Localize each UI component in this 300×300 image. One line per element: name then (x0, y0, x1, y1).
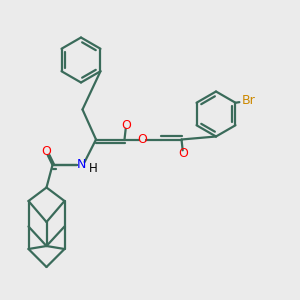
Text: Br: Br (242, 94, 256, 107)
Text: O: O (121, 118, 131, 132)
Text: O: O (42, 145, 51, 158)
Text: N: N (76, 158, 86, 172)
Text: O: O (178, 147, 188, 161)
Text: H: H (88, 161, 98, 175)
Text: O: O (138, 133, 147, 146)
